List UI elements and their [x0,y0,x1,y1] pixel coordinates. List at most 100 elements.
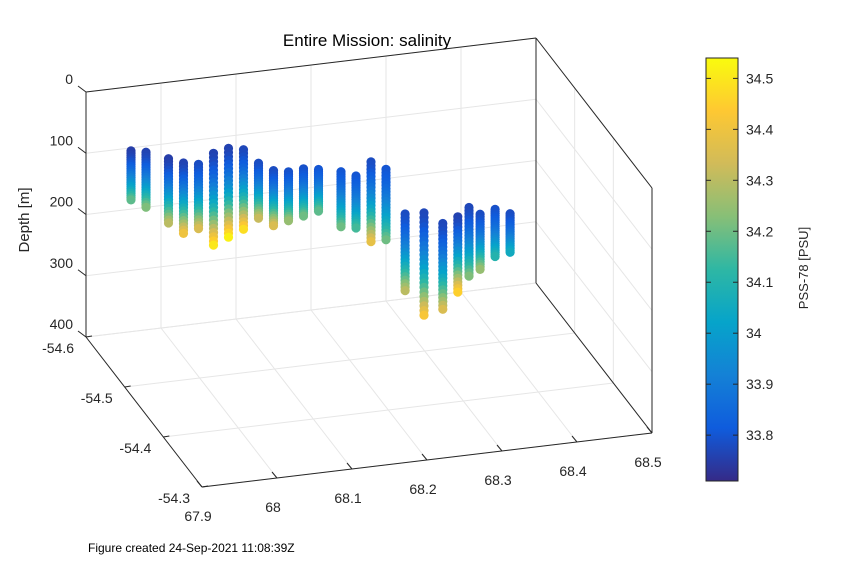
y-tick-mark [201,485,209,488]
x-tick-label: 68 [265,499,281,515]
x-tick-mark [496,444,503,452]
grid-line [385,300,503,452]
y-tick-mark [85,335,93,338]
grid-line [235,318,353,470]
profile [313,164,324,216]
profile [141,147,151,212]
profile [366,157,376,247]
colorbar-tick-label: 34.4 [746,121,773,137]
z-tick-mark [77,146,87,154]
z-tick-label: 400 [50,316,74,332]
x-tick-label: 67.9 [184,508,211,524]
z-tick-label: 0 [65,71,73,87]
profile [178,158,189,238]
profile [400,209,410,296]
grid-line [535,98,653,250]
y-tick-mark [163,435,170,438]
profile [336,167,346,232]
data-point [438,304,448,314]
profile [438,218,448,314]
profile [475,209,485,274]
x-tick-label: 68.5 [634,454,661,470]
colorbar-gradient [705,57,739,482]
data-point [238,224,249,234]
profile [381,164,391,245]
data-point [475,264,485,274]
profile [419,208,429,320]
data-point [298,211,309,221]
chart-title: Entire Mission: salinity [283,31,452,50]
axes-grid [85,37,653,488]
axes-box-edge [535,37,653,189]
axes-box-edge [535,282,653,434]
grid-line [310,309,428,461]
profile [453,212,463,297]
profile [223,143,234,242]
data-point [313,206,324,216]
data-point [126,195,136,205]
z-tick-label: 200 [50,194,74,210]
profile [253,158,264,223]
axes-box-edge [85,37,537,93]
z-axis-label: Depth [m] [16,187,33,252]
grid-line [460,291,578,443]
grid-line [535,221,653,373]
z-tick-mark [77,85,87,93]
colorbar-tick-label: 33.9 [746,376,773,392]
profile [163,154,174,228]
data-point [141,202,151,212]
x-tick-mark [346,462,353,470]
data-point [163,218,174,228]
x-tick-label: 68.1 [334,490,361,506]
grid-line [160,327,278,479]
profile [268,166,279,231]
grid-line [124,332,575,388]
grid-line [85,98,537,154]
axes-box-edge [85,336,203,488]
profile [283,167,294,226]
data-point [505,247,515,257]
colorbar-tick-label: 34.3 [746,172,773,188]
data-point [283,216,294,226]
data-point [419,310,429,320]
z-tick-mark [77,269,87,277]
colorbar-label: PSS-78 [PSU] [796,227,811,309]
axes-ticks: 67.9 68 68.1 68.2 68.3 68.4 68.5 -54.3 -54.4 -54.… [42,71,662,524]
y-tick-label: -54.5 [81,390,113,406]
z-tick-mark [77,330,87,338]
x-tick-mark [646,426,653,434]
data-point [178,228,189,238]
data-point [253,213,264,223]
x-tick-label: 68.2 [409,481,436,497]
data-point [453,287,463,297]
x-tick-label: 68.4 [559,463,586,479]
data-point [223,232,234,242]
colorbar-tick-label: 34.1 [746,274,773,290]
profile [208,148,219,250]
figure-creation-timestamp: Figure created 24-Sep-2021 11:08:39Z [88,541,295,555]
profile [351,171,361,233]
grid-line [163,382,614,438]
data-point [208,240,219,250]
y-tick-mark [124,385,131,388]
profile [126,146,136,205]
grid-line [85,160,537,215]
z-tick-label: 100 [50,132,74,148]
data-point [193,224,204,234]
z-tick-label: 300 [50,255,74,271]
data-point [381,235,391,245]
x-tick-mark [571,435,578,443]
colorbar-tick-label: 34.5 [746,70,773,86]
profile [505,209,515,257]
x-tick-mark [271,471,278,479]
profile [193,159,204,234]
data-point [366,237,376,247]
grid-line [535,160,653,311]
data-point [351,223,361,233]
data-point [464,271,474,281]
data-point [490,251,500,262]
y-tick-label: -54.4 [119,440,151,456]
y-tick-label: -54.6 [42,340,74,356]
x-tick-mark [421,453,428,461]
